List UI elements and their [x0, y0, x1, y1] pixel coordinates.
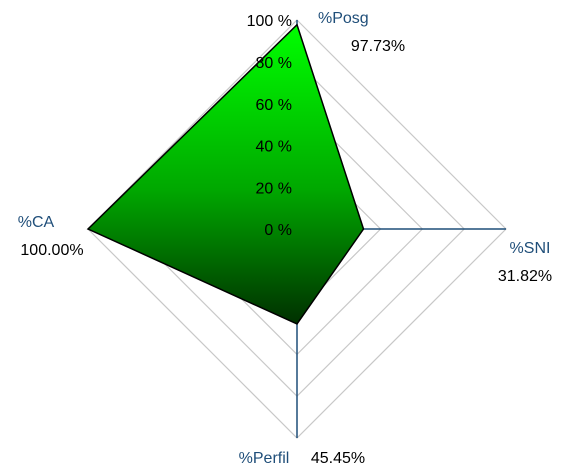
data-area: [86, 23, 365, 325]
tick-label: 20 %: [256, 180, 292, 197]
category-label: %CA: [18, 214, 55, 231]
value-label: 45.45%: [311, 450, 365, 467]
series: [86, 23, 365, 325]
category-label: %SNI: [510, 240, 551, 257]
tick-label: 100 %: [247, 13, 292, 30]
tick-label: 60 %: [256, 97, 292, 114]
value-label: 100.00%: [20, 242, 83, 259]
value-label: 31.82%: [498, 268, 552, 285]
tick-label: 80 %: [256, 55, 292, 72]
category-label: %Posg: [318, 10, 369, 27]
category-label: %Perfil: [239, 450, 290, 467]
labels: 0 % 20 % 40 % 60 % 80 % 100 % %Posg 97.73% %SNI 3…: [18, 10, 552, 467]
tick-label: 40 %: [256, 139, 292, 156]
value-label: 97.73%: [351, 38, 405, 55]
tick-label: 0 %: [264, 222, 292, 239]
